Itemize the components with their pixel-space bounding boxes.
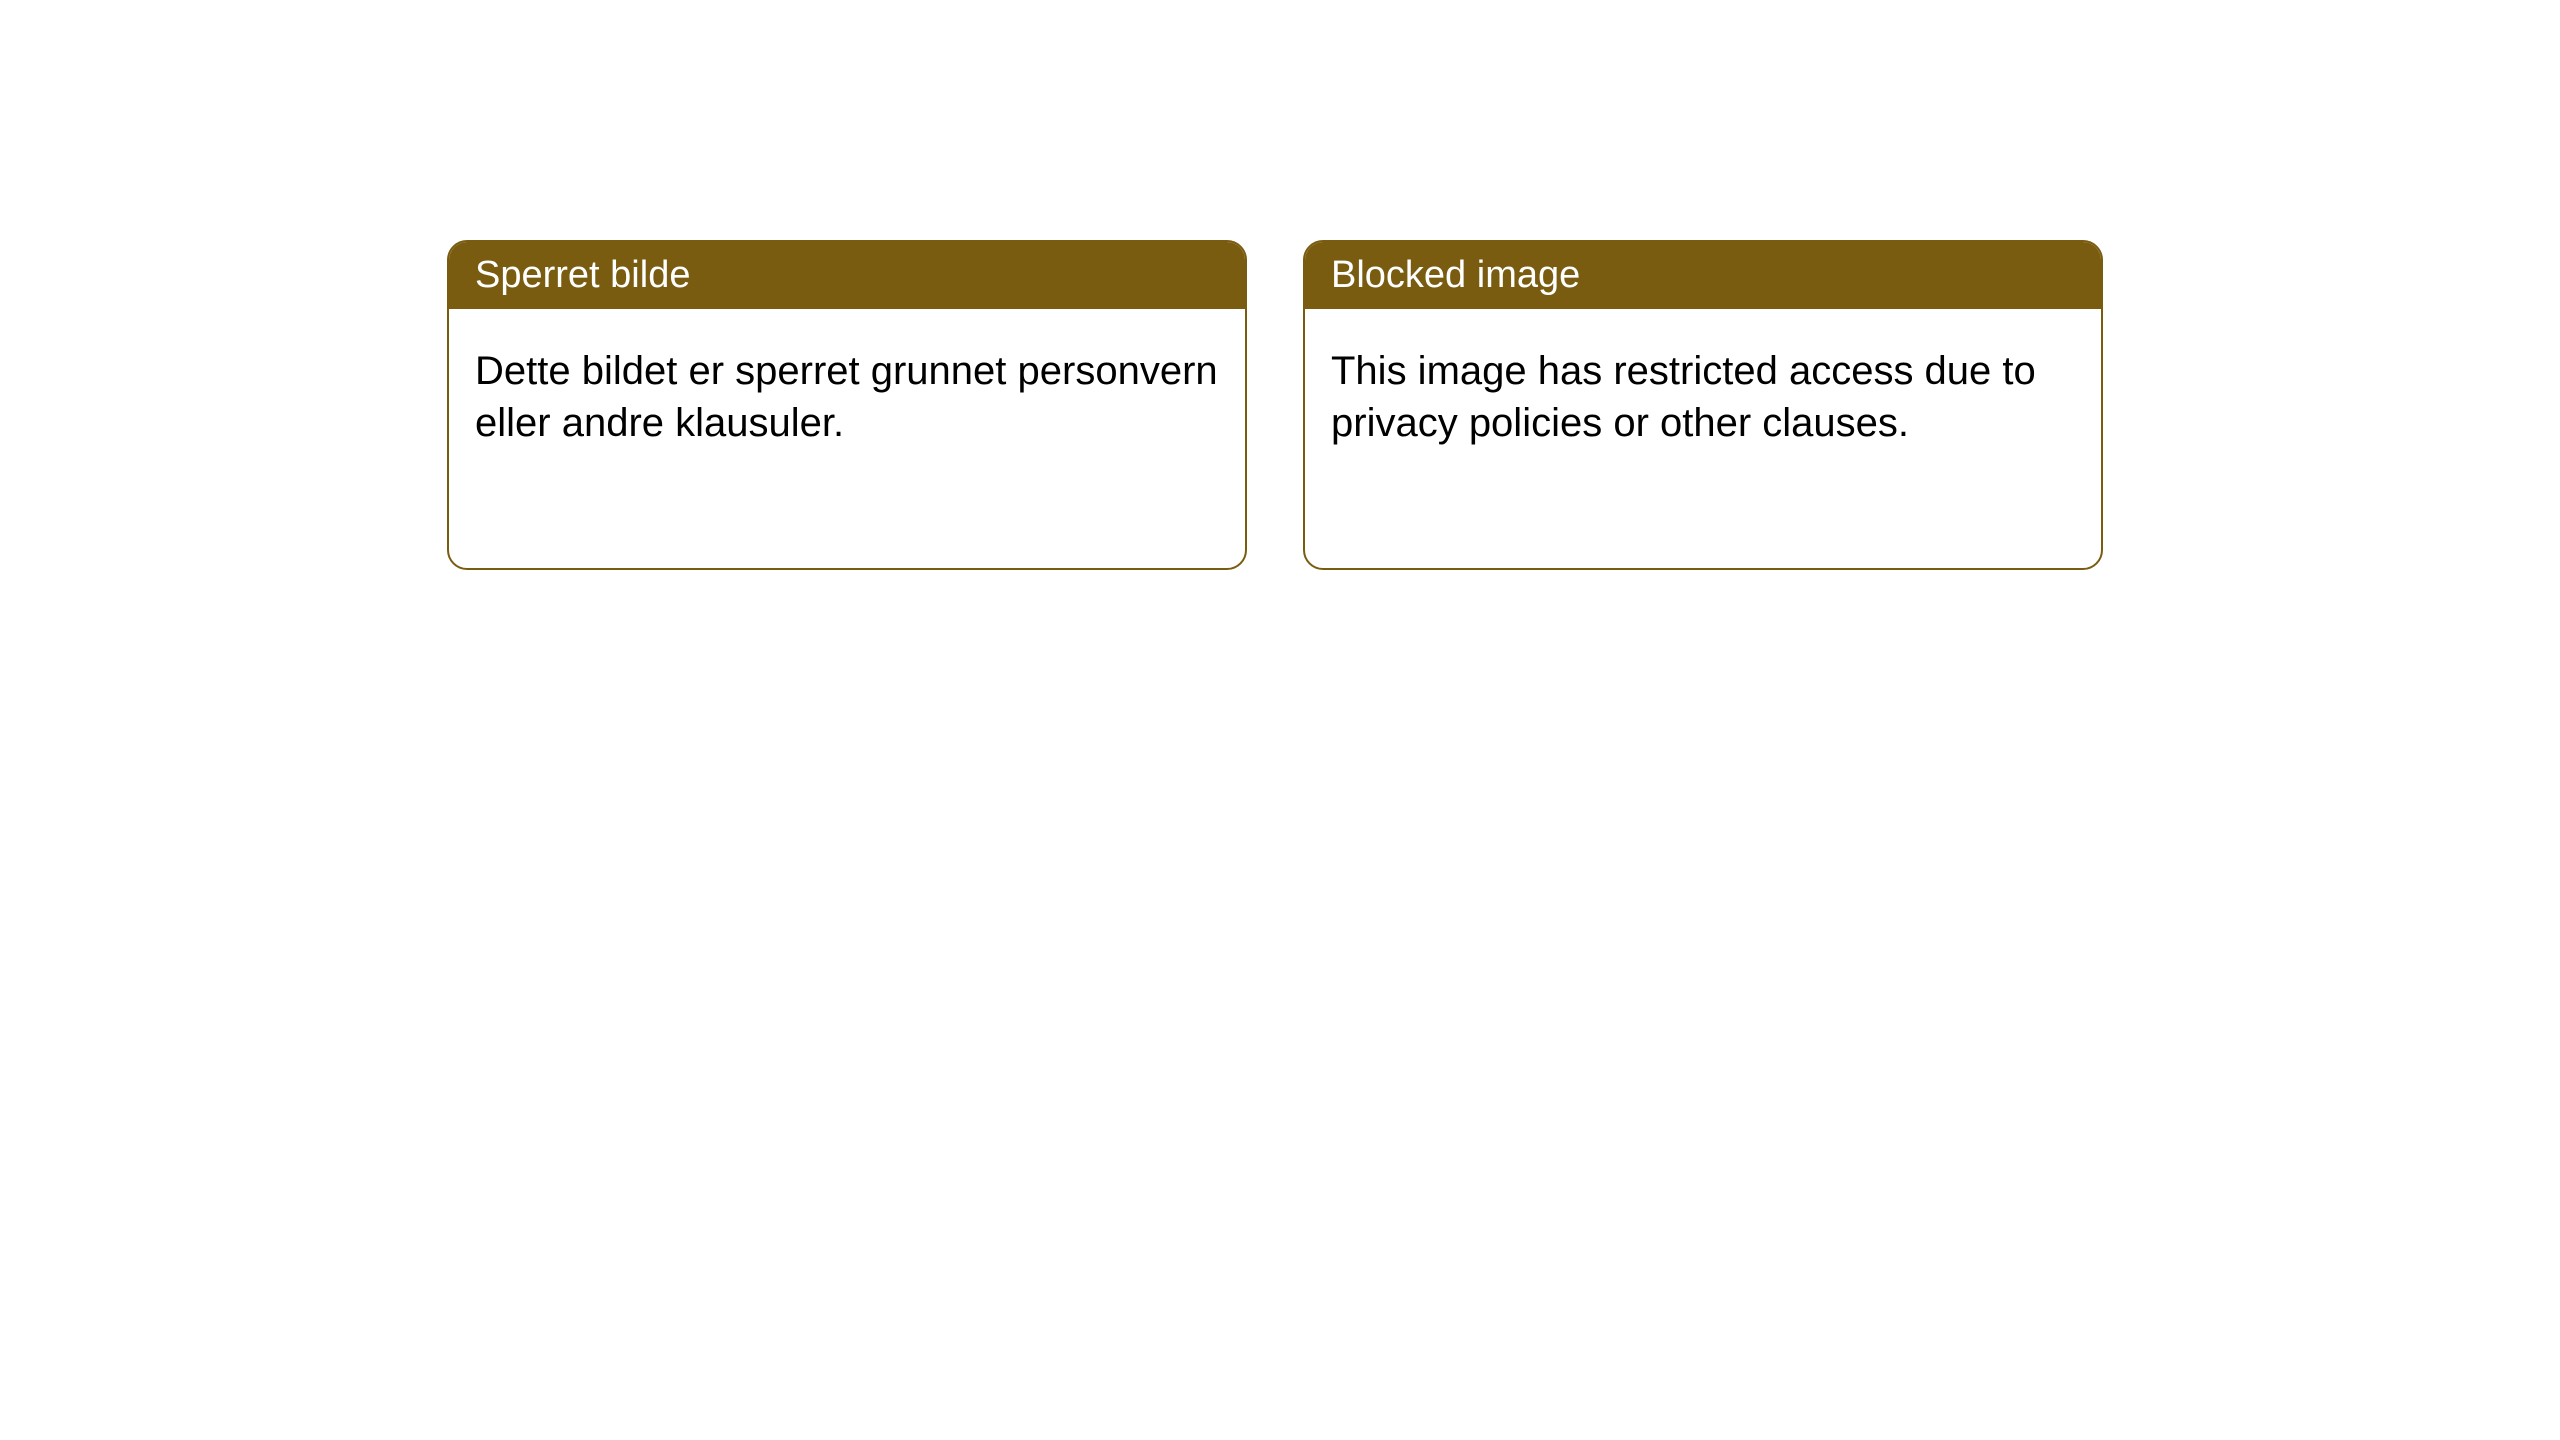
card-body-text: Dette bildet er sperret grunnet personve… bbox=[475, 349, 1218, 445]
card-body-text: This image has restricted access due to … bbox=[1331, 349, 2036, 445]
notice-card-english: Blocked image This image has restricted … bbox=[1303, 240, 2103, 570]
card-body: This image has restricted access due to … bbox=[1305, 309, 2101, 485]
card-header: Blocked image bbox=[1305, 242, 2101, 309]
card-header: Sperret bilde bbox=[449, 242, 1245, 309]
notice-card-norwegian: Sperret bilde Dette bildet er sperret gr… bbox=[447, 240, 1247, 570]
card-header-text: Sperret bilde bbox=[475, 254, 690, 296]
card-header-text: Blocked image bbox=[1331, 254, 1580, 296]
notice-cards-container: Sperret bilde Dette bildet er sperret gr… bbox=[447, 240, 2103, 570]
card-body: Dette bildet er sperret grunnet personve… bbox=[449, 309, 1245, 485]
